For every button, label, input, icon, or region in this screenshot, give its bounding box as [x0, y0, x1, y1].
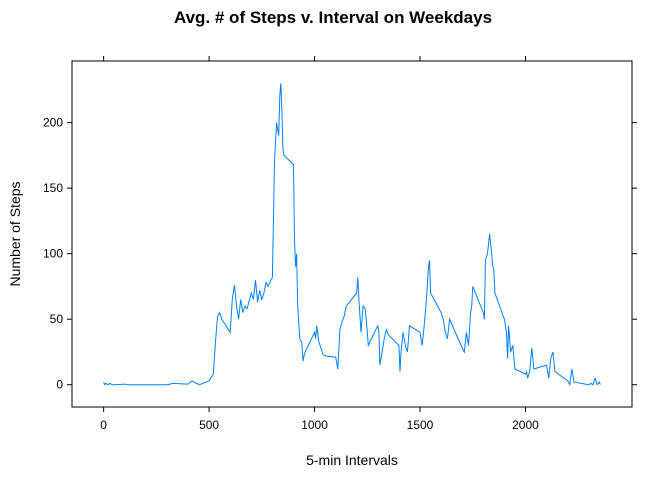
x-tick-label: 500 [199, 418, 219, 432]
x-tick-label: 2000 [512, 418, 539, 432]
x-tick-label: 1000 [301, 418, 328, 432]
y-tick-label: 100 [43, 247, 63, 261]
y-tick-label: 50 [50, 312, 64, 326]
series-line [103, 83, 601, 387]
plot-frame [71, 60, 633, 408]
x-axis: 0 500 1000 1500 2000 [100, 56, 539, 432]
y-tick-label: 150 [43, 181, 63, 195]
y-axis-label: Number of Steps [7, 181, 23, 286]
y-tick-label: 0 [56, 378, 63, 392]
chart-title: Avg. # of Steps v. Interval on Weekdays [174, 8, 492, 27]
x-tick-label: 1500 [407, 418, 434, 432]
x-axis-label: 5-min Intervals [306, 452, 398, 468]
y-axis: 0 50 100 150 200 [43, 116, 637, 392]
x-tick-label: 0 [100, 418, 107, 432]
y-tick-label: 200 [43, 116, 63, 130]
